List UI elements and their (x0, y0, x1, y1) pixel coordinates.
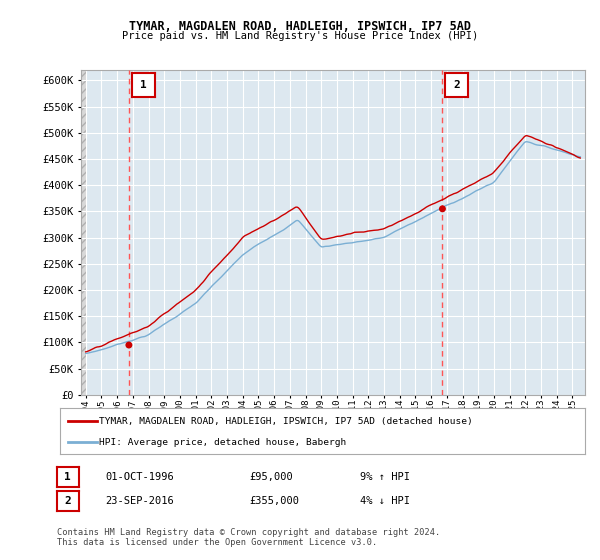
Text: Price paid vs. HM Land Registry's House Price Index (HPI): Price paid vs. HM Land Registry's House … (122, 31, 478, 41)
Text: £355,000: £355,000 (249, 496, 299, 506)
Text: 9% ↑ HPI: 9% ↑ HPI (360, 472, 410, 482)
Text: £95,000: £95,000 (249, 472, 293, 482)
Text: Contains HM Land Registry data © Crown copyright and database right 2024.
This d: Contains HM Land Registry data © Crown c… (57, 528, 440, 547)
Point (437, 204, 447, 213)
Text: 01-OCT-1996: 01-OCT-1996 (105, 472, 174, 482)
Point (124, 340, 134, 349)
Text: 4% ↓ HPI: 4% ↓ HPI (360, 496, 410, 506)
Text: HPI: Average price, detached house, Babergh: HPI: Average price, detached house, Babe… (100, 438, 347, 447)
Text: 2: 2 (454, 80, 460, 90)
Text: 2: 2 (64, 496, 71, 506)
Bar (81, 70, 86, 395)
Text: 1: 1 (64, 472, 71, 482)
Text: TYMAR, MAGDALEN ROAD, HADLEIGH, IPSWICH, IP7 5AD (detached house): TYMAR, MAGDALEN ROAD, HADLEIGH, IPSWICH,… (100, 417, 473, 426)
Text: 1: 1 (140, 80, 146, 90)
Text: 23-SEP-2016: 23-SEP-2016 (105, 496, 174, 506)
Text: TYMAR, MAGDALEN ROAD, HADLEIGH, IPSWICH, IP7 5AD: TYMAR, MAGDALEN ROAD, HADLEIGH, IPSWICH,… (129, 20, 471, 32)
